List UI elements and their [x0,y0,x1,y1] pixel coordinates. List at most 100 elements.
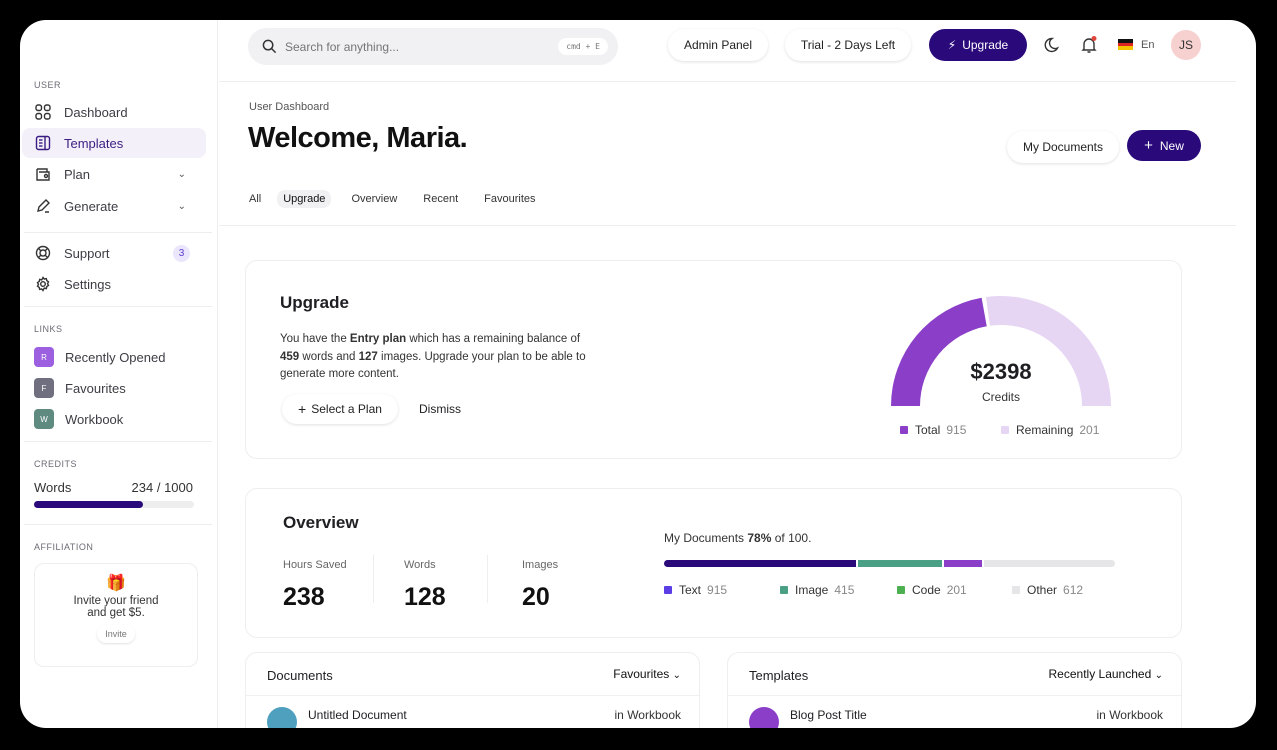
tab-upgrade[interactable]: Upgrade [277,190,332,208]
tab-all[interactable]: All [249,193,262,205]
text: You have the [280,333,350,345]
search-icon [262,39,277,54]
tab-overview[interactable]: Overview [351,193,398,205]
section-label-links: LINKS [34,324,63,334]
document-location: in Workbook [614,708,681,722]
legend-swatch [900,426,908,434]
sidebar-item-templates[interactable]: Templates [22,128,206,158]
legend-label: Text [679,583,702,597]
chevron-down-icon[interactable]: ⌄ [177,168,186,180]
search-input[interactable] [285,39,535,54]
legend-value: 201 [1079,423,1100,437]
grid-icon [34,103,52,121]
gear-icon [34,275,52,293]
words-count: 459 [280,350,300,363]
dismiss-button[interactable]: Dismiss [419,402,461,416]
sidebar-item-plan[interactable]: Plan ⌄ [22,159,206,189]
upgrade-button[interactable]: ⚡︎ Upgrade [929,29,1027,61]
admin-panel-button[interactable]: Admin Panel [668,29,768,61]
avatar[interactable]: JS [1171,30,1201,60]
link-recently-opened[interactable]: R Recently Opened [22,342,206,372]
stat-label: Words [404,559,436,571]
tab-bar: All Upgrade Overview Recent Favourites [243,190,556,208]
new-label: New [1159,138,1184,153]
gauge-label: Credits [981,390,1020,404]
text: images. Upgrade your plan to be able to [377,350,586,363]
images-count: 127 [358,350,378,363]
document-title[interactable]: Untitled Document [308,708,407,722]
sidebar-item-support[interactable]: Support 3 [22,238,206,268]
section-label-user: USER [34,80,62,90]
sidebar-item-label: Templates [64,135,124,151]
gauge-arc-total [891,297,987,406]
stat-value: 128 [404,583,446,611]
filter-label: Recently Launched [1048,667,1152,681]
text: generate more content. [280,368,399,380]
legend-swatch [664,586,672,594]
sidebar-item-label: Generate [64,198,119,214]
legend-value: 915 [707,583,728,597]
invite-text: Invite your friend [73,595,159,607]
legend-image: Image 415 [780,583,854,597]
text: words and [299,350,359,363]
language-label[interactable]: En [1141,39,1155,51]
gauge-arc-remaining [985,296,1111,406]
chevron-down-icon: ⌄ [672,670,681,681]
credits-progress-bar [34,501,194,508]
legend-label: Other [1027,583,1058,597]
template-title[interactable]: Blog Post Title [790,708,867,722]
german-flag-icon[interactable] [1118,39,1133,50]
trial-button[interactable]: Trial - 2 Days Left [785,29,911,61]
text: My Documents [664,531,748,545]
legend-other: Other 612 [1012,583,1083,597]
link-letter-icon: F [34,378,54,398]
divider [24,232,212,233]
stat-hours-saved: Hours Saved 238 [283,559,347,612]
legend-label: Total [915,423,941,437]
divider [24,306,212,307]
section-label-affiliation: AFFILIATION [34,542,94,552]
chevron-down-icon: ⌄ [1154,670,1163,681]
sidebar-item-label: Plan [64,166,91,182]
sidebar-item-label: Dashboard [64,104,128,120]
sidebar-item-dashboard[interactable]: Dashboard [22,97,206,127]
link-letter-icon: R [34,347,54,367]
upgrade-title: Upgrade [280,293,349,312]
divider [219,225,1236,226]
sidebar-item-settings[interactable]: Settings [22,269,206,299]
templates-card: Templates Recently Launched ⌄ Blog Post … [727,652,1182,728]
section-label-credits: CREDITS [34,459,78,469]
template-avatar [749,707,779,728]
sidebar-item-generate[interactable]: Generate ⌄ [22,191,206,221]
plus-icon: + [298,401,307,417]
pen-icon [34,197,52,215]
breadcrumb: User Dashboard [249,101,330,113]
bolt-icon: ⚡︎ [947,38,957,52]
my-documents-button[interactable]: My Documents [1007,131,1119,163]
documents-card: Documents Favourites ⌄ Untitled Document… [245,652,700,728]
search-bar[interactable]: cmd + E [248,28,618,65]
chevron-down-icon[interactable]: ⌄ [177,200,186,212]
tab-favourites[interactable]: Favourites [484,193,536,205]
bell-icon[interactable] [1081,36,1097,54]
divider [373,555,374,603]
link-workbook[interactable]: W Workbook [22,404,206,434]
bar-segment-code [943,560,983,567]
documents-filter-dropdown[interactable]: Favourites ⌄ [613,667,681,681]
document-avatar [267,707,297,728]
legend-total: Total 915 [900,423,966,437]
bar-segment-image [857,560,942,567]
moon-icon[interactable] [1043,37,1059,53]
link-favourites[interactable]: F Favourites [22,373,206,403]
link-label: Recently Opened [65,349,166,365]
invite-button[interactable]: Invite [97,625,135,643]
link-label: Workbook [65,411,124,427]
templates-filter-dropdown[interactable]: Recently Launched ⌄ [1049,667,1163,681]
divider [24,524,212,525]
stat-label: Hours Saved [283,559,347,571]
template-icon [34,134,52,152]
new-button[interactable]: + New [1127,130,1201,161]
select-plan-button[interactable]: + Select a Plan [282,394,398,424]
legend-value: 612 [1063,583,1084,597]
tab-recent[interactable]: Recent [423,193,459,205]
